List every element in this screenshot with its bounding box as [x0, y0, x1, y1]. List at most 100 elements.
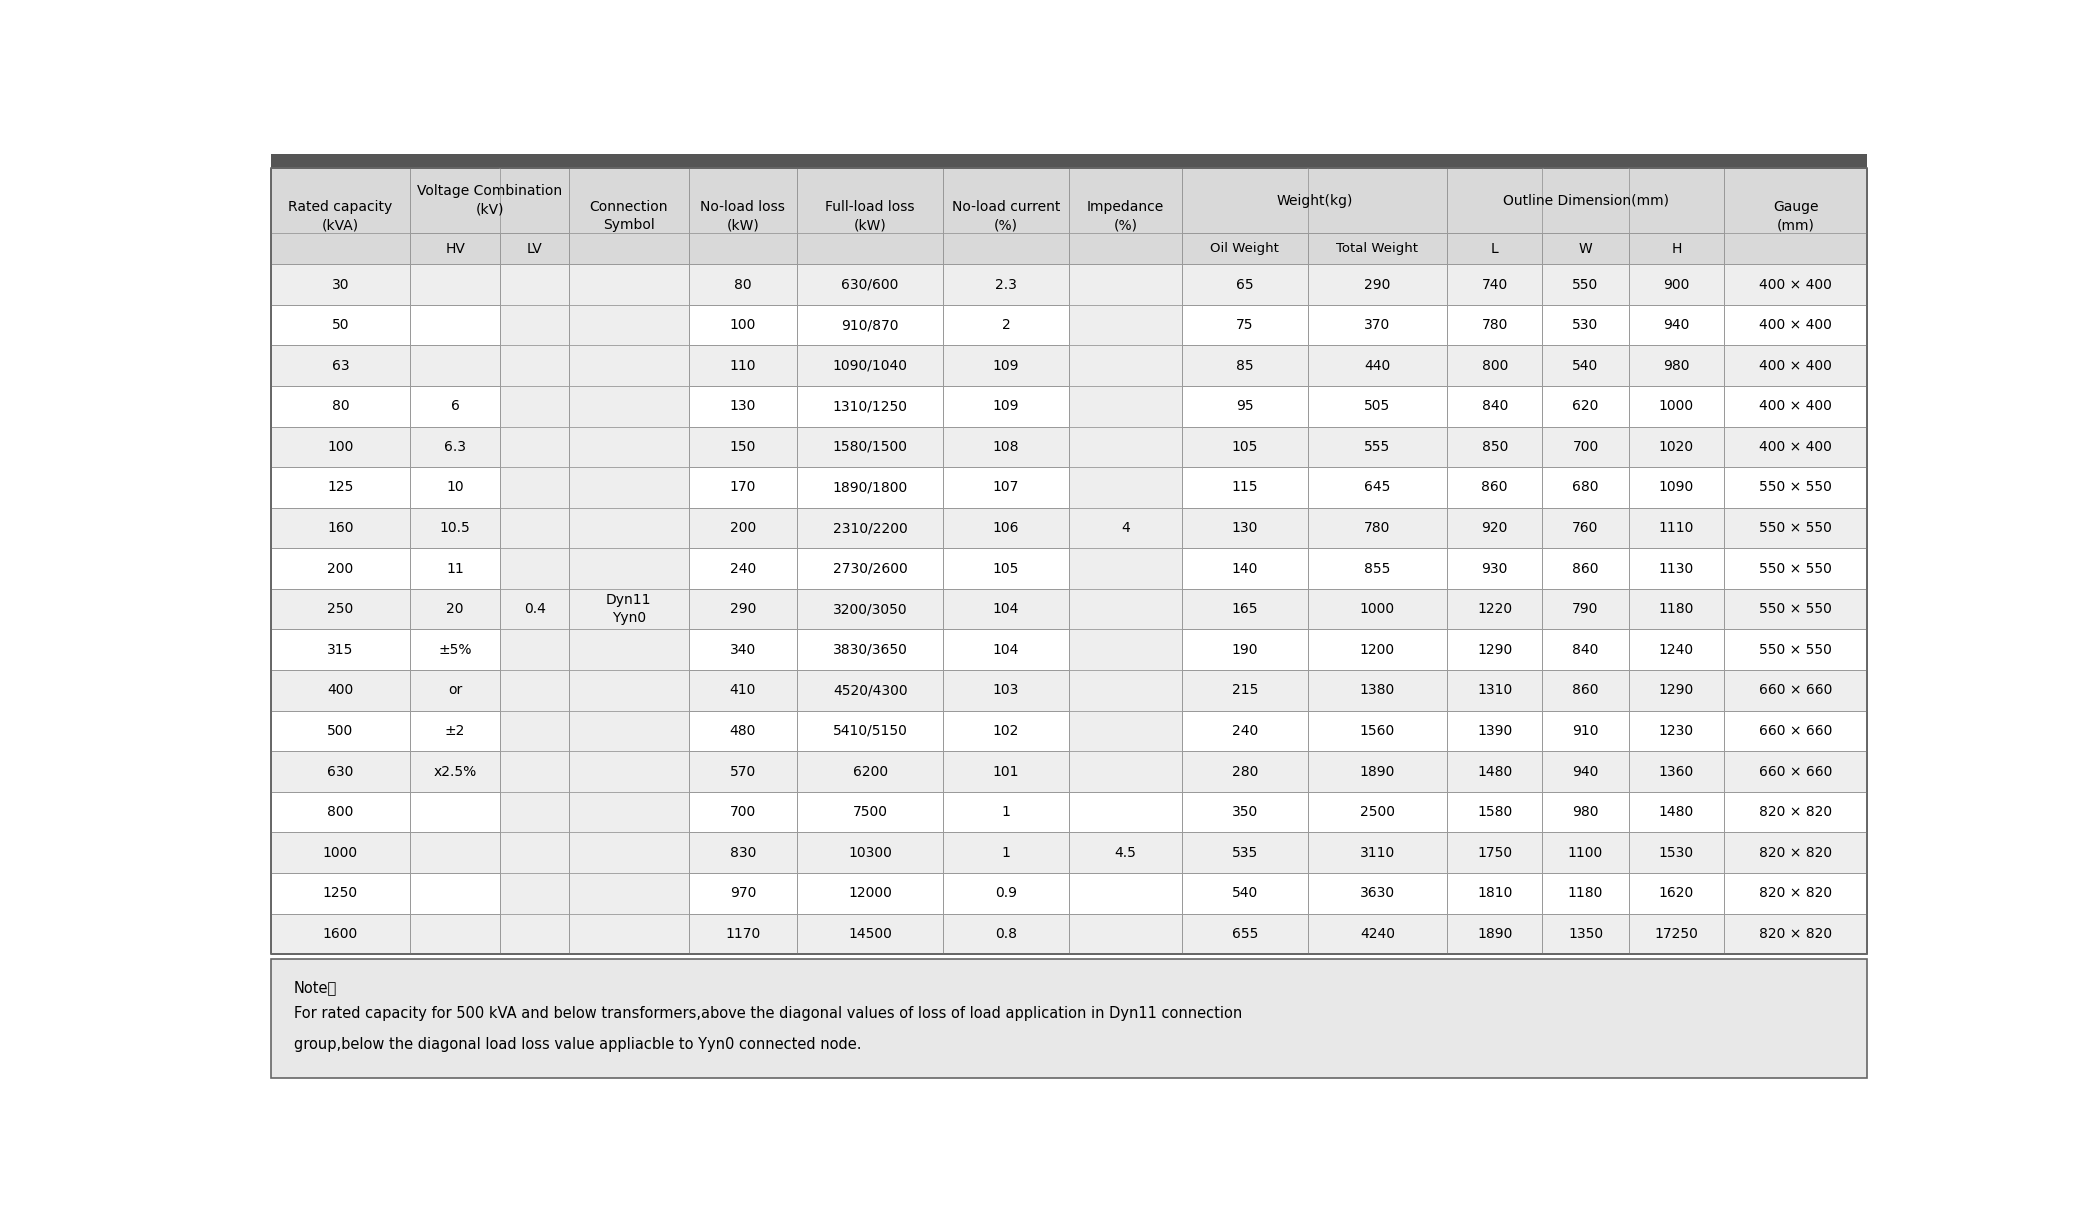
Text: 1890: 1890 — [1360, 765, 1396, 778]
Text: 660 × 660: 660 × 660 — [1758, 683, 1832, 698]
Bar — [688, 386, 797, 427]
Text: 820 × 820: 820 × 820 — [1758, 805, 1832, 819]
Text: 80: 80 — [332, 399, 348, 414]
Bar — [271, 305, 411, 345]
Bar — [1542, 710, 1629, 752]
Bar — [501, 265, 569, 305]
Bar — [943, 345, 1068, 386]
Bar — [569, 752, 688, 792]
Bar — [1542, 670, 1629, 710]
Bar — [1183, 305, 1308, 345]
Text: 1360: 1360 — [1658, 765, 1694, 778]
Bar — [1448, 589, 1542, 630]
Bar — [1308, 265, 1448, 305]
Text: 850: 850 — [1481, 440, 1508, 454]
Bar — [271, 467, 411, 508]
Bar — [797, 752, 943, 792]
Text: 1200: 1200 — [1360, 643, 1396, 656]
Bar — [1448, 710, 1542, 752]
Bar — [797, 589, 943, 630]
Text: Voltage Combination
(kV): Voltage Combination (kV) — [417, 184, 561, 217]
Text: 10.5: 10.5 — [440, 521, 471, 536]
Bar — [569, 305, 688, 345]
Text: 410: 410 — [730, 683, 755, 698]
Bar — [271, 508, 411, 548]
Text: 240: 240 — [1231, 723, 1258, 738]
Text: 106: 106 — [993, 521, 1020, 536]
Text: 95: 95 — [1237, 399, 1254, 414]
Text: 860: 860 — [1573, 683, 1598, 698]
Text: x2.5%: x2.5% — [434, 765, 478, 778]
Text: 150: 150 — [730, 440, 755, 454]
Text: or: or — [448, 683, 463, 698]
Text: 3200/3050: 3200/3050 — [832, 603, 907, 616]
Text: 250: 250 — [328, 603, 353, 616]
Text: 1580/1500: 1580/1500 — [832, 440, 907, 454]
Bar — [688, 305, 797, 345]
Text: 550 × 550: 550 × 550 — [1758, 521, 1832, 536]
Bar — [411, 832, 501, 874]
Text: Rated capacity
(kVA): Rated capacity (kVA) — [288, 200, 392, 232]
Bar — [797, 508, 943, 548]
Bar — [1070, 792, 1183, 832]
Text: 2310/2200: 2310/2200 — [832, 521, 907, 536]
Bar — [943, 670, 1068, 710]
Bar — [501, 427, 569, 467]
Text: 1310/1250: 1310/1250 — [832, 399, 907, 414]
Text: 660 × 660: 660 × 660 — [1758, 723, 1832, 738]
Bar — [271, 832, 411, 874]
Text: 50: 50 — [332, 318, 348, 332]
Bar — [797, 305, 943, 345]
Bar — [569, 427, 688, 467]
Text: 400 × 400: 400 × 400 — [1758, 440, 1832, 454]
Text: 980: 980 — [1573, 805, 1598, 819]
Bar — [271, 630, 411, 670]
Bar — [411, 630, 501, 670]
Text: 940: 940 — [1573, 765, 1598, 778]
Bar — [943, 386, 1068, 427]
Bar — [569, 265, 688, 954]
Text: 3110: 3110 — [1360, 845, 1396, 860]
Bar — [1629, 670, 1725, 710]
Text: 800: 800 — [1481, 359, 1508, 372]
Bar — [1070, 914, 1183, 954]
Text: 540: 540 — [1231, 886, 1258, 900]
Text: L: L — [1491, 242, 1498, 256]
Bar — [501, 508, 569, 548]
Text: 160: 160 — [328, 521, 355, 536]
Text: 1: 1 — [1001, 805, 1010, 819]
Bar — [1308, 710, 1448, 752]
Text: 12000: 12000 — [849, 886, 893, 900]
Text: 970: 970 — [730, 886, 755, 900]
Text: 7500: 7500 — [853, 805, 889, 819]
Bar — [1725, 386, 1867, 427]
Bar — [501, 752, 569, 792]
Bar — [1725, 589, 1867, 630]
Bar — [1725, 467, 1867, 508]
Text: 400 × 400: 400 × 400 — [1758, 399, 1832, 414]
Text: 1000: 1000 — [1360, 603, 1396, 616]
Text: 700: 700 — [730, 805, 755, 819]
Bar — [688, 168, 797, 265]
Bar — [411, 874, 501, 914]
Bar — [501, 548, 569, 589]
Bar — [411, 589, 501, 630]
Bar — [688, 427, 797, 467]
Bar — [271, 386, 411, 427]
Bar — [1308, 914, 1448, 954]
Text: 1130: 1130 — [1658, 561, 1694, 576]
Bar — [271, 154, 1867, 168]
Text: 1090: 1090 — [1658, 481, 1694, 494]
Bar — [411, 710, 501, 752]
Bar — [1629, 508, 1725, 548]
Bar — [1070, 345, 1183, 386]
Text: 900: 900 — [1663, 277, 1690, 292]
Text: 440: 440 — [1364, 359, 1391, 372]
Bar — [1725, 265, 1867, 305]
Bar — [688, 710, 797, 752]
Text: 820 × 820: 820 × 820 — [1758, 886, 1832, 900]
Text: 2: 2 — [1001, 318, 1010, 332]
Bar — [271, 265, 411, 305]
Bar — [797, 386, 943, 427]
Bar — [797, 168, 943, 265]
